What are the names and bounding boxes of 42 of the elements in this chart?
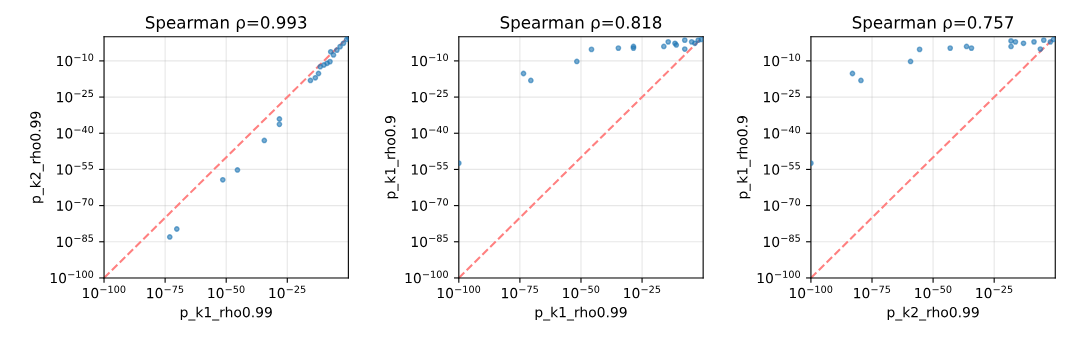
x-tick-label: 10$^{−75}$ <box>854 285 891 299</box>
y-tick-label: 10$^{−55}$ <box>57 162 94 175</box>
y-tick-label: 10$^{−40}$ <box>411 125 449 139</box>
y-tick-label: 10$^{−40}$ <box>763 125 801 139</box>
y-tick-label: 10$^{−10}$ <box>57 53 94 67</box>
chart-title: Spearman ρ=0.993 <box>145 16 307 32</box>
x-tick-label: 10$^{−25}$ <box>976 285 1013 299</box>
y-tick-label: 10$^{−70}$ <box>57 198 94 211</box>
x-tick-label: 10$^{−50}$ <box>208 285 245 299</box>
x-tick-label: 10$^{−100}$ <box>789 285 833 299</box>
x-axis-title: p_k1_rho0.99 <box>535 306 627 321</box>
y-tick-label: 10$^{−25}$ <box>411 89 448 103</box>
y-axis-title: p_k1_rho0.9 <box>736 116 751 199</box>
y-tick-label: 10$^{−100}$ <box>50 270 94 284</box>
y-tick-label: 10$^{−10}$ <box>763 53 801 67</box>
chart-title: Spearman ρ=0.818 <box>500 16 662 32</box>
y-tick-label: 10$^{−10}$ <box>411 53 449 67</box>
x-axis-title: p_k2_rho0.99 <box>887 306 979 321</box>
x-axis-title: p_k1_rho0.99 <box>180 306 272 321</box>
y-axis-title: p_k2_rho0.99 <box>29 111 44 203</box>
y-tick-label: 10$^{−70}$ <box>411 198 449 211</box>
y-tick-label: 10$^{−25}$ <box>763 89 800 103</box>
chart-title: Spearman ρ=0.757 <box>852 16 1014 32</box>
x-tick-label: 10$^{−100}$ <box>83 285 126 299</box>
y-tick-label: 10$^{−55}$ <box>411 162 448 175</box>
y-tick-label: 10$^{−70}$ <box>763 198 801 211</box>
x-tick-label: 10$^{−25}$ <box>269 285 306 299</box>
y-tick-label: 10$^{−85}$ <box>57 234 94 248</box>
x-tick-label: 10$^{−100}$ <box>437 285 481 299</box>
y-tick-label: 10$^{−85}$ <box>411 234 448 248</box>
x-tick-label: 10$^{−50}$ <box>563 285 600 299</box>
y-tick-label: 10$^{−55}$ <box>763 162 800 175</box>
y-tick-label: 10$^{−40}$ <box>57 125 94 139</box>
y-tick-label: 10$^{−85}$ <box>763 234 800 248</box>
x-tick-label: 10$^{−25}$ <box>624 285 661 299</box>
x-tick-label: 10$^{−50}$ <box>915 285 952 299</box>
y-tick-label: 10$^{−25}$ <box>57 89 94 103</box>
y-tick-label: 10$^{−100}$ <box>757 270 801 284</box>
y-axis-title: p_k1_rho0.9 <box>384 116 399 199</box>
x-tick-label: 10$^{−75}$ <box>502 285 538 299</box>
y-tick-label: 10$^{−100}$ <box>405 270 448 284</box>
x-tick-label: 10$^{−75}$ <box>147 285 184 299</box>
